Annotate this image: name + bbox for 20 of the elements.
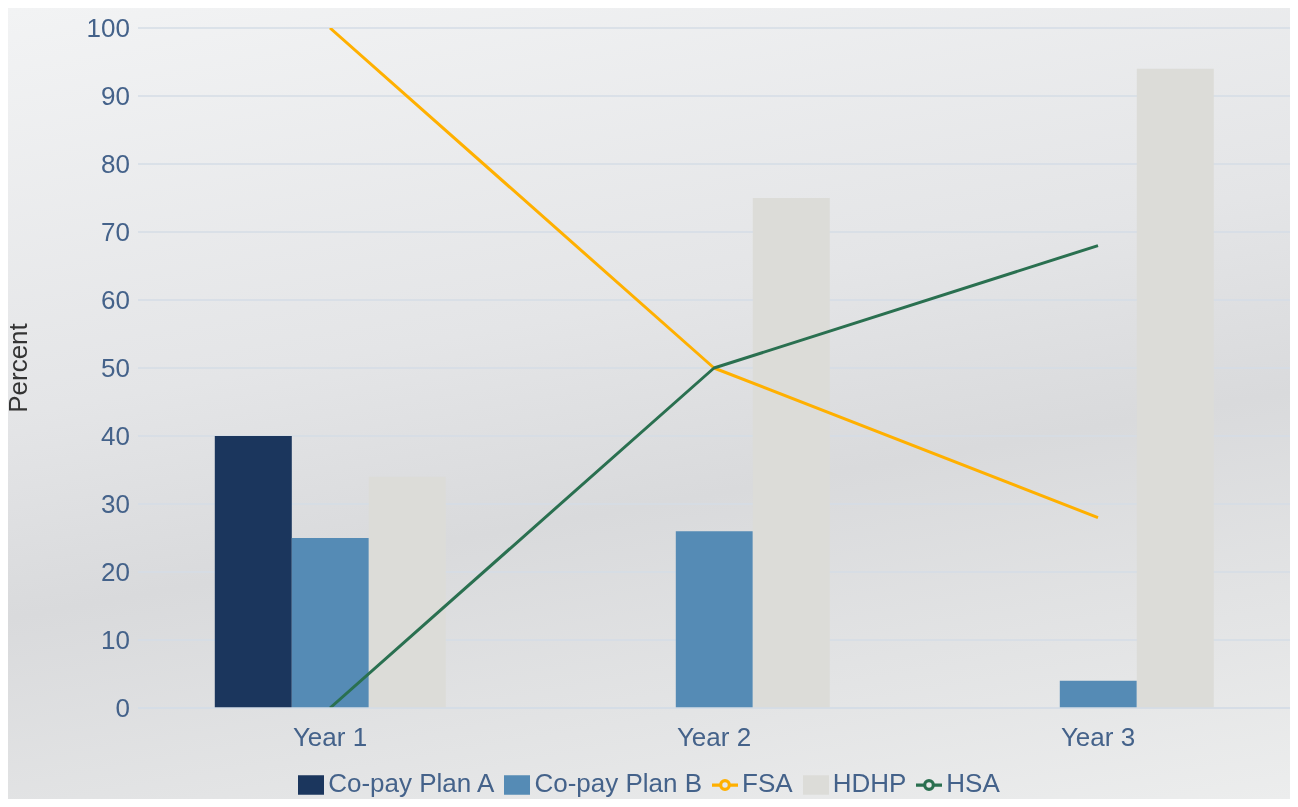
legend-label: Co-pay Plan B — [534, 768, 703, 798]
y-tick-label: 40 — [101, 421, 130, 452]
x-tick-label: Year 1 — [292, 722, 368, 753]
legend-label: HDHP — [832, 768, 907, 798]
y-tick-label: 30 — [101, 489, 130, 520]
y-tick-label: 0 — [115, 693, 130, 724]
y-tick-label: 10 — [101, 625, 130, 656]
y-tick-label: 60 — [101, 285, 130, 316]
y-tick-label: 70 — [101, 217, 130, 248]
legend-label: FSA — [742, 768, 793, 798]
x-tick-label: Year 2 — [676, 722, 752, 753]
y-axis-title: Percent — [3, 322, 34, 413]
y-tick-label: 20 — [101, 557, 130, 588]
legend-label: HSA — [946, 768, 1000, 798]
legend-label: Co-pay Plan A — [328, 768, 495, 798]
y-tick-label: 100 — [86, 13, 130, 44]
y-tick-label: 80 — [101, 149, 130, 180]
x-tick-label: Year 3 — [1060, 722, 1136, 753]
y-tick-label: 50 — [101, 353, 130, 384]
y-tick-label: 90 — [101, 81, 130, 112]
